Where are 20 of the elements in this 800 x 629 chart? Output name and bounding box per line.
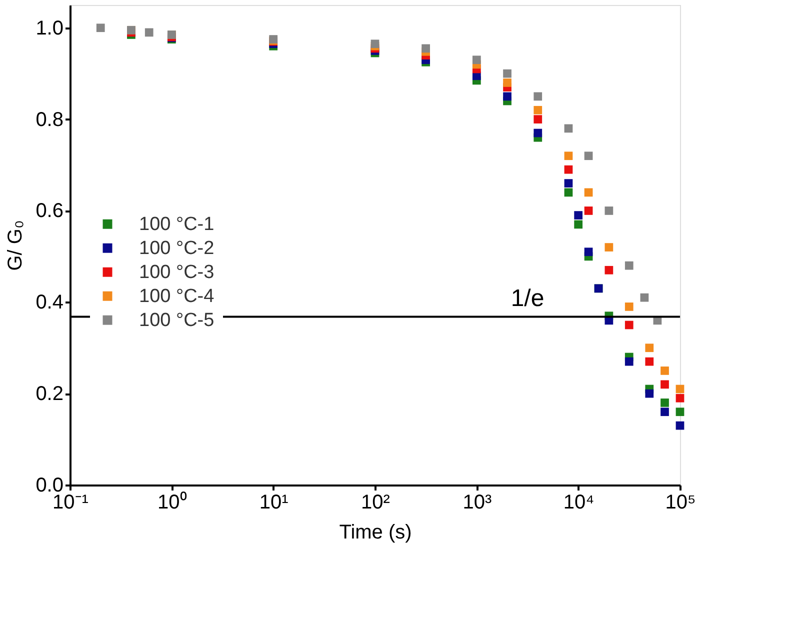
x-tick-label: 10⁵ — [665, 492, 696, 514]
y-axis-title: G/ G₀ — [4, 220, 27, 271]
x-tick-label: 10¹ — [259, 492, 289, 514]
legend-label: 100 °C-4 — [139, 286, 215, 308]
legend-label: 100 °C-1 — [139, 214, 214, 236]
legend-label: 100 °C-5 — [139, 310, 214, 332]
y-tick-label: 0.2 — [36, 383, 64, 406]
legend-label: 100 °C-2 — [139, 238, 214, 260]
legend-label: 100 °C-3 — [139, 262, 214, 284]
y-tick-label: 0.6 — [36, 200, 64, 222]
y-tick-label: 0.4 — [36, 292, 64, 314]
x-tick-label: 10² — [361, 492, 390, 514]
x-tick-label: 10⁴ — [563, 492, 594, 514]
x-axis-title: Time (s) — [339, 522, 412, 544]
ref-line-label: 1/e — [510, 284, 544, 312]
x-tick-label: 10⁰ — [158, 490, 187, 514]
y-tick-label: 1.0 — [36, 17, 64, 40]
x-tick-label: 10³ — [462, 492, 492, 514]
x-tick-label: 10⁻¹ — [52, 492, 89, 514]
y-tick-label: 0.8 — [36, 108, 64, 131]
